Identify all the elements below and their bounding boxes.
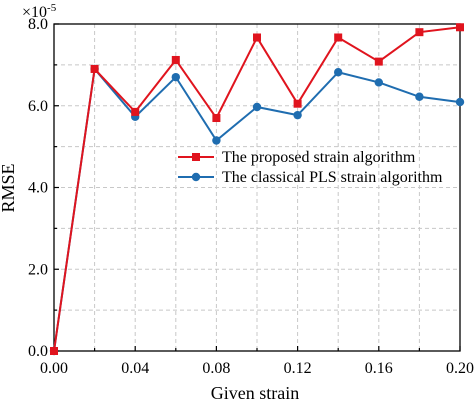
data-point [293,99,302,108]
y-multiplier-exponent: -5 [47,2,57,14]
data-point [253,33,261,42]
legend-marker [191,172,201,182]
y-axis-title: RMSE [0,163,18,212]
x-tick-label: 0.08 [202,360,230,377]
legend: The proposed strain algorithm The classic… [178,149,443,186]
x-tick-label: 0.00 [40,360,68,377]
data-point [374,57,383,66]
data-point [374,78,383,87]
y-tick-label: 0.0 [28,343,48,360]
data-point [171,72,180,82]
x-tick-label: 0.20 [446,360,474,377]
x-tick-label: 0.04 [121,360,149,377]
legend-entry: The classical PLS strain algorithm [178,169,443,186]
x-axis-title: Given strain [211,383,299,403]
y-axis-ticks: 0.0 2.0 4.0 6.0 8.0 [28,16,59,360]
data-point [334,33,343,42]
data-point [171,55,180,64]
data-point [293,110,302,120]
x-tick-label: 0.12 [284,360,312,377]
data-point [212,136,221,145]
data-point [212,114,221,123]
data-point [50,347,58,355]
y-multiplier-base: ×10 [22,4,47,21]
x-axis-ticks: 0.00 0.04 0.08 0.12 0.16 0.20 [40,346,474,377]
series-layer [49,23,465,356]
grid [54,24,460,351]
data-point [415,28,424,37]
y-multiplier-label: ×10-5 [22,2,57,21]
y-tick-label: 2.0 [28,261,48,278]
data-point [415,92,424,101]
data-point [90,64,99,73]
data-point [455,97,465,107]
data-point [456,23,464,32]
y-tick-label: 6.0 [28,98,48,115]
data-point [334,68,343,77]
data-point [131,107,140,116]
legend-label: The proposed strain algorithm [222,149,416,166]
data-point [252,102,262,112]
x-tick-label: 0.16 [365,360,393,377]
legend-label: The classical PLS strain algorithm [222,169,443,186]
y-tick-label: 4.0 [28,180,48,197]
series-proposed [50,23,464,355]
legend-marker [192,153,200,161]
y-tick-label: 8.0 [28,16,48,33]
legend-entry: The proposed strain algorithm [178,149,416,166]
